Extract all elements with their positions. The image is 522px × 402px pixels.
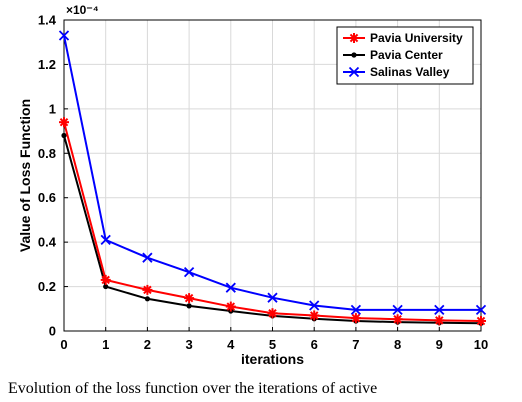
y-axis-label: Value of Loss Function <box>17 99 33 252</box>
series-salinas-valley <box>58 30 487 316</box>
x-tick-label: 7 <box>352 337 359 352</box>
data-point-pavia-university <box>59 117 69 128</box>
y-tick-label: 0 <box>49 324 56 339</box>
data-point-salinas-valley <box>392 304 403 316</box>
data-point-pavia-university <box>350 313 361 324</box>
data-point-salinas-valley <box>58 30 70 41</box>
y-tick-label: 0.8 <box>38 146 56 161</box>
data-point-salinas-valley <box>100 234 111 246</box>
data-point-salinas-valley <box>267 292 278 303</box>
data-point-pavia-center <box>61 132 67 139</box>
x-tick-label: 8 <box>394 337 401 352</box>
legend-entry-salinas-valley: Salinas Valley <box>343 65 450 79</box>
legend-marker <box>351 52 357 58</box>
y-tick-label: 0.6 <box>38 190 56 205</box>
data-point-pavia-university <box>225 301 236 312</box>
x-tick-label: 10 <box>474 337 488 352</box>
axis-ticks: 0 1 2 3 4 5 6 7 8 9 10 0 0.2 0.4 0.6 0.8 1 1.2 1.4 <box>38 13 488 353</box>
x-tick-label: 0 <box>60 337 67 352</box>
data-point-pavia-center <box>103 283 109 290</box>
y-exponent-label: ×10⁻⁴ <box>66 3 99 17</box>
x-tick-label: 3 <box>185 337 192 352</box>
x-tick-label: 1 <box>102 337 109 352</box>
x-axis-label: iterations <box>241 351 304 367</box>
data-point-salinas-valley <box>434 304 445 316</box>
data-point-salinas-valley <box>142 252 153 263</box>
y-tick-label: 0.4 <box>38 235 57 250</box>
x-tick-label: 2 <box>144 337 151 352</box>
figure-caption: Evolution of the loss function over the … <box>8 380 378 397</box>
data-point-pavia-university <box>267 308 278 319</box>
x-tick-label: 5 <box>269 337 276 352</box>
data-point-pavia-university <box>184 293 195 304</box>
data-point-salinas-valley <box>350 304 362 316</box>
series-pavia-university <box>59 117 486 327</box>
legend-marker <box>349 33 359 43</box>
data-point-pavia-center <box>186 303 192 309</box>
data-point-salinas-valley <box>475 304 487 316</box>
y-tick-label: 1.4 <box>38 13 57 28</box>
x-tick-label: 6 <box>311 337 318 352</box>
data-point-pavia-university <box>434 315 445 326</box>
data-point-salinas-valley <box>183 266 195 278</box>
legend-label: Pavia University <box>370 31 463 45</box>
legend-box <box>336 26 474 85</box>
y-tick-label: 1.2 <box>38 57 56 72</box>
data-point-pavia-university <box>309 310 320 321</box>
data-point-pavia-university <box>142 284 153 295</box>
x-tick-label: 4 <box>227 337 235 352</box>
x-tick-label: 9 <box>436 337 443 352</box>
legend-label: Pavia Center <box>370 48 443 62</box>
data-point-pavia-university <box>100 274 111 285</box>
loss-chart: 0 1 2 3 4 5 6 7 8 9 10 0 0.2 0.4 0.6 0.8 1 1.2 1.4 ×10⁻⁴ i… <box>17 3 488 367</box>
legend: Pavia University Pavia Center Salinas Vall… <box>336 26 474 85</box>
data-point-salinas-valley <box>225 282 236 293</box>
y-tick-label: 1 <box>49 101 56 116</box>
legend-entry-pavia-center: Pavia Center <box>343 48 443 62</box>
legend-label: Salinas Valley <box>370 65 450 79</box>
data-point-pavia-university <box>392 314 403 325</box>
series-layer <box>58 30 487 327</box>
legend-marker <box>348 66 360 78</box>
data-point-pavia-center <box>144 296 150 302</box>
legend-entry-pavia-university: Pavia University <box>343 31 463 45</box>
data-point-salinas-valley <box>309 300 320 311</box>
y-tick-label: 0.2 <box>38 279 56 294</box>
data-point-pavia-university <box>476 316 486 327</box>
